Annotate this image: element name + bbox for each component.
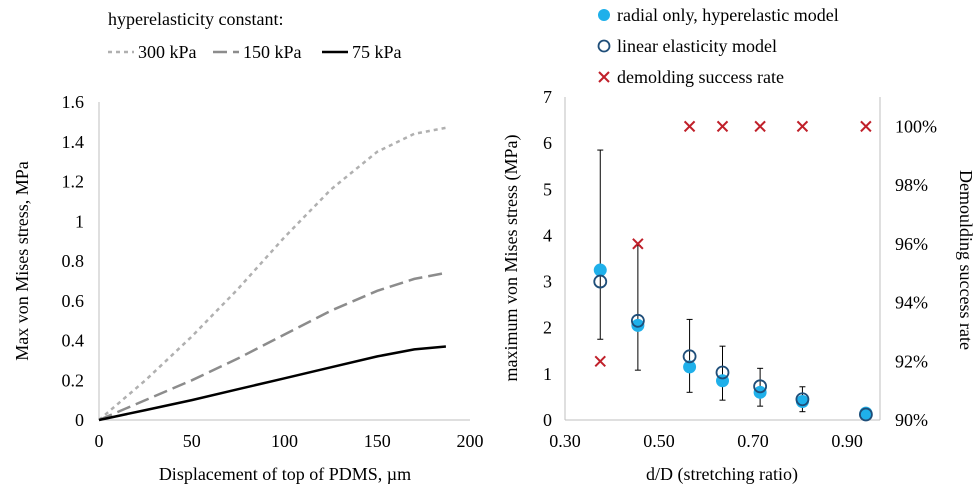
series-line (98, 271, 447, 422)
data-point-hyperelastic (593, 263, 607, 277)
legend-label: 150 kPa (243, 42, 302, 62)
x-marker-stroke (598, 71, 610, 83)
legend-label: 300 kPa (138, 42, 197, 62)
data-point-linear (858, 407, 873, 422)
y-tick-label: 3 (543, 272, 552, 292)
y2-tick-label: 96% (895, 234, 928, 254)
y-tick-label: 0.8 (62, 251, 85, 271)
x-marker-stroke (716, 120, 729, 133)
x-marker-stroke (594, 355, 606, 367)
right-y-axis-label: maximum von Mises stress (MPa) (501, 135, 522, 382)
y-tick-label: 7 (543, 87, 552, 107)
legend-label: linear elasticity model (617, 36, 777, 56)
right-x-axis-label: d/D (stretching ratio) (646, 464, 798, 485)
y-tick-label: 0.4 (62, 331, 85, 351)
y-tick-label: 4 (543, 225, 552, 245)
left-series (98, 126, 447, 422)
y-tick-label: 1.2 (62, 172, 85, 192)
right-error-bars (597, 149, 869, 419)
legend-label: demolding success rate (617, 67, 784, 87)
data-point-linear (593, 274, 608, 289)
right-y2-axis-label: Demoulding success rate (956, 170, 976, 350)
y2-tick-label: 98% (895, 175, 928, 195)
y-tick-label: 1 (543, 364, 552, 384)
data-point-demolding (796, 120, 809, 133)
y2-tick-label: 92% (895, 351, 928, 371)
x-tick-label: 50 (183, 431, 201, 451)
legend-label: radial only, hyperelastic model (617, 5, 839, 25)
right-y2-ticks: 90% 92% 94% 96% 98% 100% (895, 116, 937, 430)
stress-vs-displacement-chart: hyperelasticity constant: 300 kPa 150 kPa… (12, 9, 484, 484)
data-point-demolding (683, 120, 696, 133)
y-tick-label: 1 (75, 211, 84, 231)
data-point-hyperelastic (631, 318, 645, 332)
legend-label: 75 kPa (352, 42, 402, 62)
y-tick-label: 6 (543, 133, 552, 153)
right-series (593, 120, 873, 422)
x-marker-stroke (683, 120, 696, 133)
x-tick-label: 0.50 (643, 431, 675, 451)
data-point-hyperelastic (683, 360, 697, 374)
x-marker-stroke (860, 120, 872, 133)
data-point-demolding (754, 120, 766, 133)
series-line (98, 345, 447, 422)
legend-marker (598, 71, 610, 83)
data-point-linear (682, 349, 697, 364)
data-point-linear (630, 313, 645, 328)
legend-marker (598, 9, 610, 21)
y-tick-label: 2 (543, 318, 552, 338)
x-tick-label: 0.30 (549, 431, 581, 451)
data-point-demolding (632, 238, 644, 250)
x-tick-label: 100 (271, 431, 298, 451)
y-tick-label: 1.4 (62, 132, 85, 152)
x-tick-label: 0 (95, 431, 104, 451)
data-point-demolding (716, 120, 729, 133)
x-tick-label: 150 (364, 431, 391, 451)
y-tick-label: 0 (75, 410, 84, 430)
left-x-axis-label: Displacement of top of PDMS, µm (159, 464, 411, 484)
data-point-linear (715, 365, 730, 380)
stress-vs-stretching-ratio-chart: radial only, hyperelastic model linear el… (501, 5, 976, 485)
x-marker-stroke (632, 238, 644, 250)
data-point-linear (795, 392, 810, 407)
left-y-ticks: 0 0.2 0.4 0.6 0.8 1 1.2 1.4 1.6 (62, 92, 85, 430)
data-point-linear (753, 379, 768, 394)
x-tick-label: 0.70 (737, 431, 769, 451)
right-x-ticks: 0.30 0.50 0.70 0.90 (549, 431, 863, 451)
series-line (98, 126, 447, 421)
right-legend: radial only, hyperelastic model linear el… (597, 5, 839, 87)
left-legend: 300 kPa 150 kPa 75 kPa (108, 42, 402, 62)
y-tick-label: 1.6 (62, 92, 85, 112)
y-tick-label: 5 (543, 179, 552, 199)
left-y-axis-label: Max von Mises stress, MPa (12, 161, 32, 361)
data-point-demolding (860, 120, 872, 133)
y2-tick-label: 94% (895, 293, 928, 313)
y2-tick-label: 90% (895, 410, 928, 430)
data-point-demolding (594, 355, 606, 367)
y-tick-label: 0.6 (62, 291, 85, 311)
x-marker-stroke (754, 120, 766, 133)
x-tick-label: 200 (457, 431, 484, 451)
y-tick-label: 0.2 (62, 370, 85, 390)
left-x-ticks: 0 50 100 150 200 (95, 431, 484, 451)
y2-tick-label: 100% (895, 116, 937, 136)
right-y-ticks: 0 1 2 3 4 5 6 7 (543, 87, 552, 430)
y-tick-label: 0 (543, 410, 552, 430)
legend-marker (597, 39, 611, 53)
x-tick-label: 0.90 (831, 431, 863, 451)
x-marker-stroke (796, 120, 809, 133)
legend-title: hyperelasticity constant: (108, 9, 283, 29)
